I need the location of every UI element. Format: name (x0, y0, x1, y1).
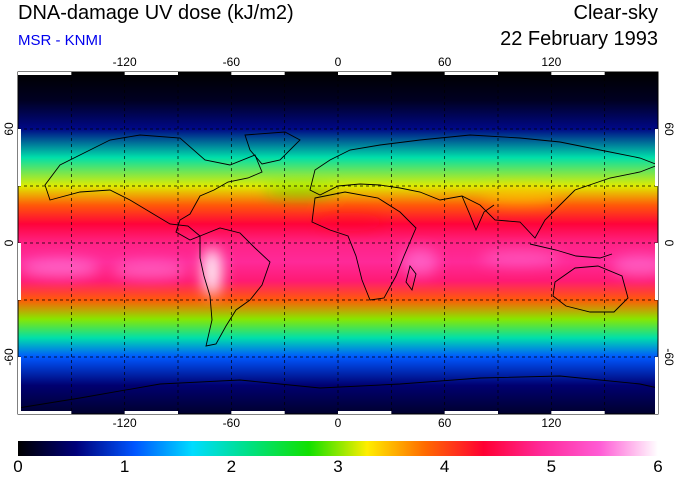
dose-variability (20, 186, 658, 296)
colorbar (18, 441, 658, 456)
lon-tick-label-bottom: 0 (335, 416, 342, 430)
bright-patch-africa (402, 248, 438, 276)
bright-patch-andes (202, 248, 222, 296)
source-label: MSR - KNMI (18, 32, 103, 49)
frame-tick-bottom (18, 411, 72, 414)
frame-tick-bottom (444, 411, 498, 414)
frame-tick-bottom (338, 411, 392, 414)
lat-tick-label-left: 0 (2, 239, 16, 246)
bright-patch-east (612, 256, 658, 276)
lon-tick-label-bottom: -60 (223, 416, 241, 430)
frame-tick-right (655, 357, 658, 414)
coast-antarctica (18, 375, 658, 409)
graticule (18, 72, 658, 414)
frame-ticks (18, 72, 658, 414)
longitude-labels-top: -120 -60 0 60 120 (113, 55, 562, 69)
lon-tick-label-bottom: 120 (541, 416, 561, 430)
coast-india (461, 195, 495, 232)
bright-patch-indian (480, 250, 560, 266)
lat-tick-label-right: -60 (662, 348, 676, 366)
date-label: 22 February 1993 (500, 28, 658, 50)
coast-indonesia (529, 243, 613, 259)
colorbar-label: 3 (333, 457, 343, 476)
frame-tick-right (655, 243, 658, 300)
colorbar-label: 0 (13, 457, 23, 476)
frame-tick-bottom (551, 411, 605, 414)
coast-australia (552, 265, 629, 313)
coast-europe-asia (309, 134, 658, 239)
lon-tick-label-top: 0 (335, 55, 342, 69)
frame-tick-bottom (124, 411, 178, 414)
frame-tick-bottom (231, 411, 285, 414)
latitude-labels-right: 60 0 -60 (662, 122, 676, 366)
green-patch-atlantic (264, 186, 336, 198)
frame-tick-left (18, 129, 21, 186)
frame-tick-right (655, 129, 658, 186)
longitude-labels-bottom: -120 -60 0 60 120 (113, 416, 562, 430)
frame-tick-top (18, 72, 72, 75)
lat-tick-label-right: 0 (662, 240, 676, 247)
frame-tick-top (124, 72, 178, 75)
colorbar-label: 6 (653, 457, 663, 476)
colorbar-label: 2 (226, 457, 237, 476)
bright-patch-pacific (20, 259, 100, 277)
lon-tick-label-bottom: -120 (113, 416, 137, 430)
frame-tick-top (231, 72, 285, 75)
coast-madagascar (405, 264, 417, 292)
frame-tick-left (18, 243, 21, 300)
frame-tick-top (551, 72, 605, 75)
bright-patch-south-pacific (112, 261, 188, 279)
lon-tick-label-top: 120 (541, 55, 561, 69)
colorbar-label: 4 (439, 457, 450, 476)
coast-africa (311, 191, 417, 301)
red-patch-sahel (316, 213, 384, 231)
frame-tick-top (444, 72, 498, 75)
lat-tick-label-left: -60 (2, 348, 16, 366)
lon-tick-label-top: -60 (223, 55, 241, 69)
lon-tick-label-bottom: 60 (438, 416, 452, 430)
yellow-patch-asia (480, 187, 560, 205)
frame-tick-top (338, 72, 392, 75)
colorbar-label: 5 (546, 457, 557, 476)
colorbar-label: 1 (119, 457, 130, 476)
lon-tick-label-top: 60 (438, 55, 452, 69)
latitude-labels-left: 60 0 -60 (2, 122, 16, 366)
frame-tick-left (18, 357, 21, 414)
coast-north-america (44, 134, 263, 241)
condition-label: Clear-sky (573, 2, 658, 24)
lat-tick-label-right: 60 (662, 122, 676, 136)
lon-tick-label-top: -120 (113, 55, 137, 69)
lat-tick-label-left: 60 (2, 122, 16, 136)
map-title: DNA-damage UV dose (kJ/m2) (18, 2, 294, 24)
